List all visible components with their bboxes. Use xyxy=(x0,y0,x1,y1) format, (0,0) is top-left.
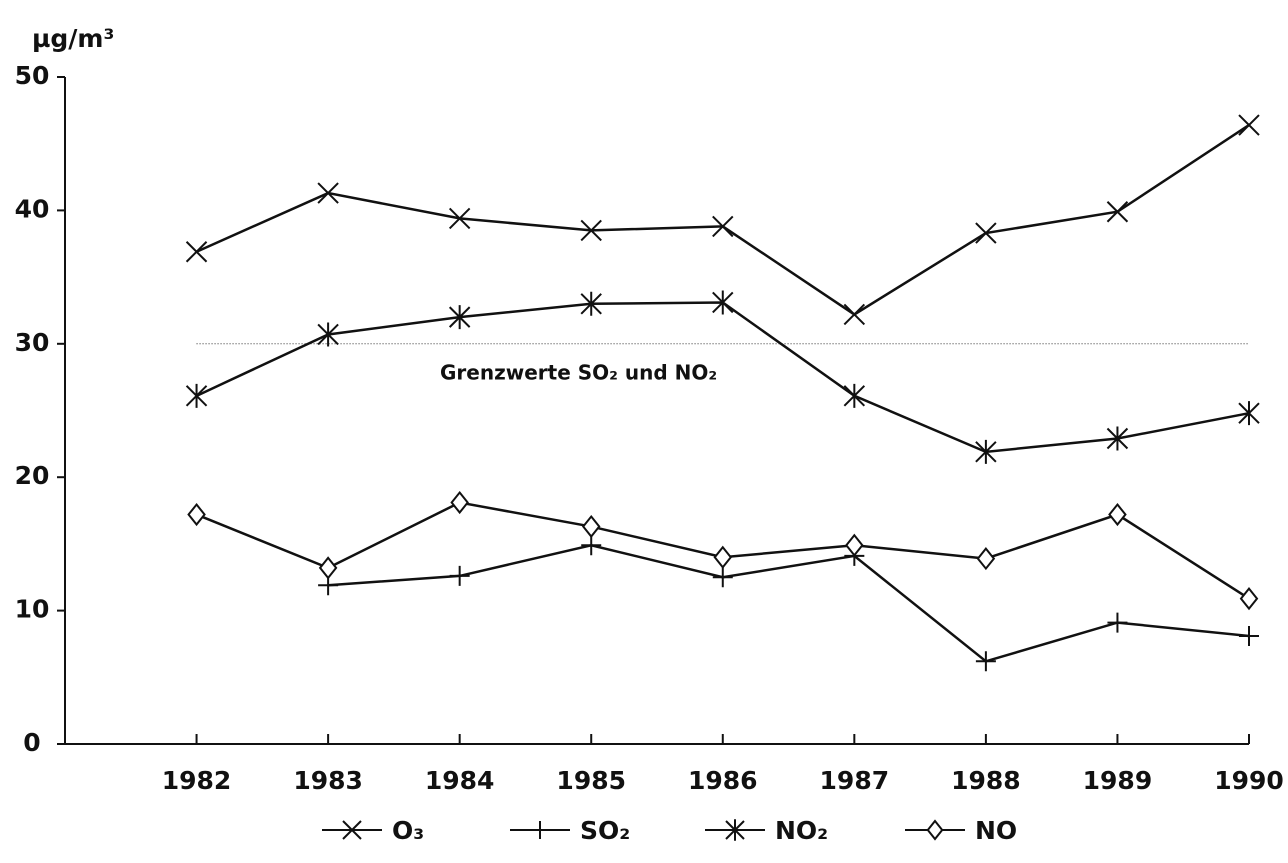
marker xyxy=(581,514,601,539)
marker xyxy=(450,490,469,515)
marker xyxy=(843,303,866,326)
x-tick-label: 1983 xyxy=(293,766,363,795)
legend-item: O₃ xyxy=(322,816,424,845)
marker xyxy=(712,290,734,315)
legend-label: O₃ xyxy=(392,816,424,845)
y-tick-label: 30 xyxy=(15,328,50,357)
x-tick-label: 1984 xyxy=(425,766,495,795)
marker xyxy=(1107,612,1128,633)
marker xyxy=(342,820,362,840)
marker xyxy=(1106,201,1129,223)
x-tick-label: 1982 xyxy=(162,766,232,795)
marker xyxy=(1239,625,1259,646)
y-tick-label: 20 xyxy=(15,461,50,490)
marker xyxy=(187,502,206,527)
x-tick-label: 1986 xyxy=(688,766,758,795)
marker xyxy=(713,545,733,569)
marker xyxy=(318,556,338,580)
marker xyxy=(975,651,996,672)
reference-label: Grenzwerte SO₂ und NO₂ xyxy=(440,360,717,384)
marker xyxy=(725,819,745,841)
marker xyxy=(317,322,339,347)
marker xyxy=(185,383,208,408)
marker xyxy=(926,819,944,841)
marker xyxy=(448,207,471,230)
x-tick-label: 1990 xyxy=(1214,766,1284,795)
marker xyxy=(580,219,602,242)
marker xyxy=(1238,114,1260,136)
x-tick-label: 1987 xyxy=(820,766,890,795)
legend-item: SO₂ xyxy=(510,816,630,845)
legend-label: SO₂ xyxy=(580,816,630,845)
marker xyxy=(976,546,996,571)
marker xyxy=(449,565,470,586)
marker xyxy=(448,305,471,330)
marker xyxy=(975,439,997,464)
marker xyxy=(1238,401,1260,426)
series-line xyxy=(328,543,1250,663)
legend-item: NO xyxy=(905,816,1017,845)
marker xyxy=(1108,502,1127,527)
marker xyxy=(1239,586,1259,611)
y-tick-label: 50 xyxy=(15,61,50,90)
legend-item: NO₂ xyxy=(705,816,828,845)
marker xyxy=(531,821,549,839)
marker xyxy=(317,182,339,204)
marker xyxy=(843,383,866,408)
marker xyxy=(712,215,734,238)
y-tick-label: 40 xyxy=(15,194,50,223)
x-tick-label: 1988 xyxy=(951,766,1021,795)
marker xyxy=(712,567,733,588)
marker xyxy=(975,222,997,244)
marker xyxy=(185,241,208,263)
x-tick-label: 1985 xyxy=(556,766,626,795)
marker xyxy=(1106,426,1129,451)
y-tick-label: 0 xyxy=(23,728,40,757)
y-axis-label: µg/m³ xyxy=(32,24,114,53)
marker xyxy=(581,535,602,556)
marker xyxy=(580,291,602,316)
y-tick-label: 10 xyxy=(15,595,50,624)
x-tick-label: 1989 xyxy=(1083,766,1153,795)
marker xyxy=(845,533,864,557)
legend-label: NO₂ xyxy=(775,816,828,845)
legend-label: NO xyxy=(975,816,1017,845)
